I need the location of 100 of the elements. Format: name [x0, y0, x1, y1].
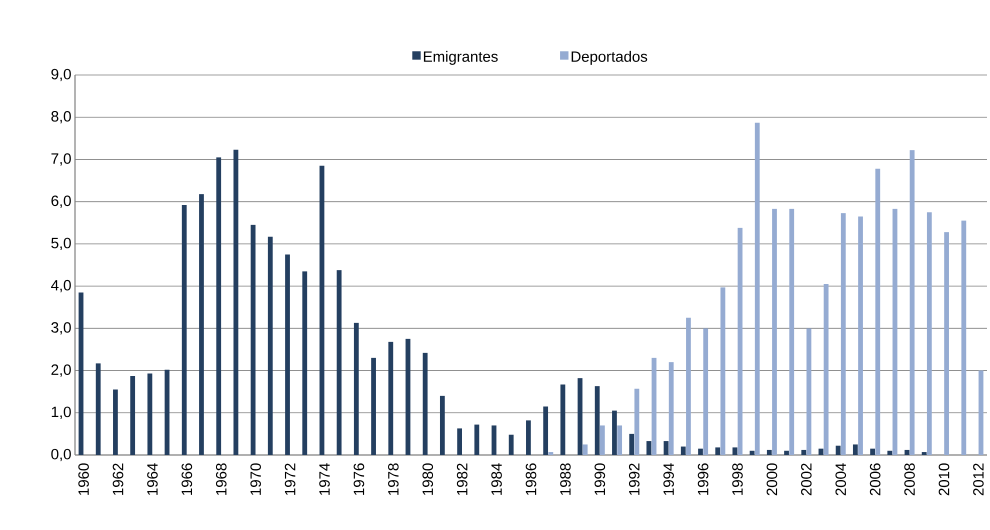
- x-tick-label: 2012: [973, 464, 984, 496]
- bar: [870, 448, 875, 455]
- y-tick-label: 7,0: [51, 153, 71, 166]
- bar: [652, 358, 656, 455]
- bar: [875, 168, 880, 455]
- bar: [508, 434, 514, 455]
- bar: [789, 208, 794, 455]
- x-tick-label: 1978: [388, 463, 399, 495]
- y-tick-label: 2,0: [51, 364, 71, 377]
- x-tick-label: 1994: [663, 463, 674, 495]
- bar: [634, 388, 640, 455]
- bar: [388, 342, 394, 455]
- bar: [858, 216, 863, 455]
- x-tick-label: 2002: [801, 464, 812, 496]
- x-tick-label: 1990: [594, 463, 606, 495]
- bar: [440, 396, 445, 455]
- bar: [526, 420, 531, 455]
- y-tick-label: 1,0: [52, 406, 71, 419]
- bar: [96, 363, 101, 455]
- bar: [961, 220, 966, 455]
- bar: [582, 444, 588, 455]
- bar: [680, 446, 686, 455]
- y-tick-label: 9,0: [51, 68, 71, 82]
- bar: [892, 208, 898, 455]
- bar: [646, 441, 652, 455]
- bar: [772, 208, 777, 455]
- bar: [268, 236, 273, 455]
- bar: [818, 448, 824, 455]
- y-tick-label: 4,0: [51, 280, 71, 292]
- bar: [216, 157, 222, 455]
- x-tick-label: 1996: [698, 463, 708, 495]
- x-tick-label: 1960: [78, 463, 89, 495]
- bar: [594, 386, 600, 455]
- x-tick-label: 2008: [904, 463, 915, 496]
- bar: [147, 374, 152, 455]
- bar: [806, 328, 812, 455]
- bar: [302, 271, 308, 455]
- bar: [629, 434, 634, 455]
- bar: [754, 122, 760, 455]
- bar: [852, 444, 858, 455]
- bar: [784, 450, 789, 455]
- x-tick-label: 2010: [938, 463, 950, 496]
- bar: [824, 284, 829, 455]
- bar: [406, 338, 410, 455]
- bar: [750, 450, 755, 455]
- bar: [422, 352, 428, 455]
- y-tick-label: 6,0: [51, 195, 71, 208]
- y-tick-label: 8,0: [51, 111, 71, 124]
- x-tick-label: 1966: [182, 463, 192, 495]
- bar: [285, 254, 290, 455]
- bar: [320, 166, 324, 455]
- bar: [543, 406, 548, 455]
- bar: [926, 212, 932, 455]
- legend-label: Emigrantes: [424, 50, 498, 65]
- bar: [182, 205, 187, 455]
- bar: [457, 428, 462, 455]
- x-tick-label: 1974: [319, 463, 330, 495]
- y-tick-label: 5,0: [51, 238, 71, 250]
- x-tick-label: 2006: [870, 463, 880, 496]
- bar: [686, 318, 691, 455]
- legend-label: Deportados: [572, 50, 648, 65]
- x-tick-label: 1984: [491, 463, 502, 495]
- bar: [164, 370, 170, 455]
- bar: [720, 287, 726, 455]
- bar: [715, 447, 720, 455]
- bar: [738, 228, 742, 455]
- x-tick-label: 1992: [628, 464, 640, 495]
- bar: [668, 362, 674, 455]
- bar: [354, 322, 359, 455]
- bar: [600, 425, 605, 455]
- bar: [492, 425, 496, 455]
- x-tick-label: 1976: [354, 463, 364, 495]
- bar: [840, 213, 846, 455]
- x-tick-label: 1998: [732, 463, 743, 495]
- bar: [836, 446, 841, 455]
- bar: [130, 376, 136, 455]
- bar: [233, 150, 238, 455]
- bar: [664, 441, 668, 455]
- bar: [766, 450, 772, 455]
- x-tick-label: 1968: [216, 463, 227, 495]
- bar: [978, 370, 984, 455]
- bar: [560, 384, 566, 455]
- bar: [113, 390, 118, 455]
- bar: [617, 425, 622, 455]
- bar: [199, 194, 204, 455]
- bar: [78, 292, 84, 455]
- x-tick-label: 1986: [526, 463, 536, 495]
- bar: [910, 150, 915, 455]
- bar: [703, 328, 708, 455]
- bar: [698, 448, 703, 455]
- bar: [922, 452, 927, 455]
- x-tick-label: 2000: [766, 463, 778, 496]
- bar: [612, 410, 617, 455]
- bar: [336, 270, 342, 455]
- x-tick-label: 1964: [147, 463, 158, 495]
- x-tick-label: 1962: [112, 464, 124, 495]
- y-tick-label: 0,0: [51, 448, 71, 462]
- bar: [548, 452, 554, 455]
- bar: [371, 358, 376, 455]
- x-tick-label: 2004: [835, 463, 846, 496]
